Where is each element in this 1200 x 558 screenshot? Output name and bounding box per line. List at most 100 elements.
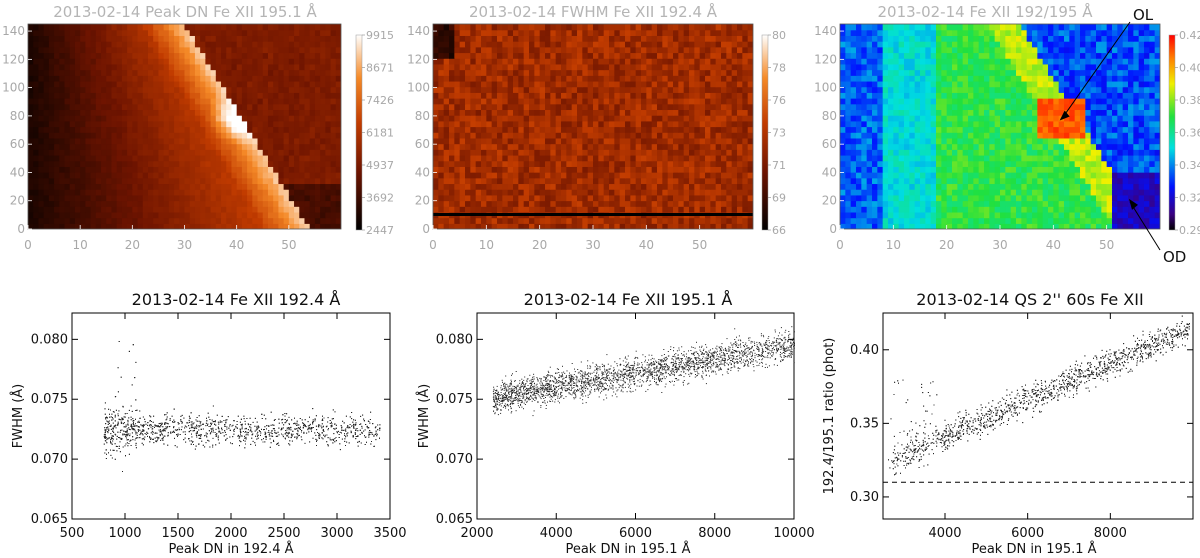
heatmap-cell — [856, 206, 862, 213]
heatmap-cell — [582, 52, 589, 59]
heatmap-cell — [74, 92, 81, 99]
heatmap-cell — [614, 200, 621, 207]
heatmap-cell — [127, 24, 133, 31]
heatmap-cell — [38, 52, 45, 59]
heatmap-cell — [694, 86, 701, 93]
heatmap-cell — [241, 149, 248, 156]
heatmap-cell — [587, 86, 594, 93]
heatmap-cell — [147, 200, 154, 207]
heatmap-cell — [893, 211, 900, 219]
heatmap-cell — [502, 98, 509, 105]
heatmap-cell — [936, 189, 942, 196]
heatmap-cell — [737, 80, 743, 88]
heatmap-cell — [593, 80, 599, 88]
heatmap-cell — [523, 86, 530, 93]
heatmap-cell — [454, 63, 461, 71]
heatmap-cell — [210, 24, 217, 31]
heatmap-cell — [694, 160, 701, 167]
heatmap-cell — [984, 172, 990, 179]
heatmap-cell — [273, 115, 279, 122]
heatmap-cell — [106, 194, 113, 202]
heatmap-cell — [593, 223, 599, 229]
heatmap-cell — [657, 194, 663, 202]
heatmap-cell — [454, 177, 461, 185]
heatmap-cell — [893, 194, 900, 202]
heatmap-cell — [283, 137, 290, 145]
heatmap-cell — [614, 120, 621, 128]
heatmap-cell — [438, 183, 445, 190]
heatmap-cell — [566, 149, 573, 156]
heatmap-cell — [335, 120, 341, 128]
heatmap-cell — [614, 98, 621, 105]
heatmap-cell — [330, 29, 337, 36]
heatmap-cell — [1005, 172, 1012, 179]
heatmap-cell — [184, 24, 191, 31]
heatmap-cell — [737, 126, 743, 133]
heatmap-cell — [593, 109, 599, 116]
heatmap-cell — [168, 103, 175, 111]
heatmap-cell — [147, 41, 154, 48]
heatmap-cell — [28, 172, 34, 179]
heatmap-cell — [534, 177, 541, 185]
heatmap-cell — [147, 86, 154, 93]
heatmap-cell — [137, 92, 144, 99]
heatmap-cell — [614, 126, 621, 133]
heatmap-cell — [726, 46, 733, 54]
heatmap-cell — [236, 200, 243, 207]
heatmap-cell — [726, 75, 733, 82]
heatmap-cell — [994, 223, 1001, 229]
heatmap-cell — [309, 98, 316, 105]
heatmap-cell — [330, 172, 337, 179]
heatmap-cell — [257, 109, 264, 116]
heatmap-cell — [74, 166, 81, 173]
heatmap-cell — [184, 58, 191, 65]
heatmap-cell — [194, 63, 201, 71]
heatmap-cell — [989, 206, 996, 213]
heatmap-cell — [571, 69, 578, 76]
heatmap-cell — [38, 35, 45, 42]
heatmap-cell — [678, 154, 685, 162]
heatmap-cell — [957, 177, 964, 185]
heatmap-cell — [571, 166, 578, 173]
heatmap-cell — [179, 41, 186, 48]
heatmap-cell — [731, 183, 738, 190]
heatmap-cell — [158, 189, 165, 196]
heatmap-cell — [153, 115, 160, 122]
heatmap-cell — [888, 194, 894, 202]
heatmap-cell — [475, 120, 482, 128]
heatmap-cell — [1085, 211, 1092, 219]
heatmap-cell — [657, 166, 663, 173]
heatmap-cell — [465, 172, 471, 179]
heatmap-cell — [582, 98, 589, 105]
heatmap-cell — [231, 35, 238, 42]
heatmap-cell — [137, 211, 144, 219]
heatmap-cell — [507, 86, 514, 93]
heatmap-cell — [59, 137, 66, 145]
heatmap-cell — [101, 132, 107, 139]
heatmap-cell — [571, 132, 578, 139]
heatmap-cell — [194, 137, 201, 145]
heatmap-cell — [678, 206, 685, 213]
heatmap-cell — [491, 29, 498, 36]
heatmap-cell — [507, 194, 514, 202]
heatmap-cell — [662, 223, 669, 229]
heatmap-cell — [283, 52, 290, 59]
heatmap-cell — [481, 172, 487, 179]
heatmap-cell — [168, 217, 175, 224]
heatmap-cell — [694, 35, 701, 42]
heatmap-cell — [705, 172, 711, 179]
heatmap-cell — [465, 98, 471, 105]
heatmap-cell — [662, 80, 669, 88]
heatmap-cell — [920, 183, 926, 190]
heatmap-cell — [635, 194, 642, 202]
heatmap-cell — [28, 115, 34, 122]
heatmap-cell — [74, 143, 81, 150]
heatmap-cell — [147, 69, 154, 76]
heatmap-cell — [335, 137, 341, 145]
heatmap-cell — [262, 149, 269, 156]
heatmap-cell — [273, 41, 279, 48]
heatmap-cell — [989, 183, 996, 190]
heatmap-cell — [121, 183, 128, 190]
heatmap-cell — [614, 160, 621, 167]
heatmap-cell — [1064, 177, 1070, 185]
